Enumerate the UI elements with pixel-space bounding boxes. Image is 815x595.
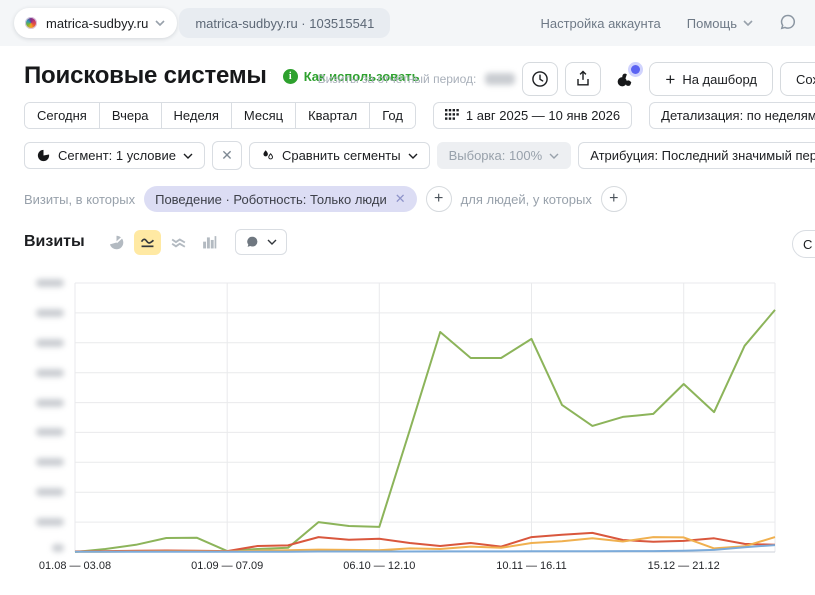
visits-period-value-redacted (485, 73, 516, 85)
chevron-down-icon (267, 239, 277, 245)
chevron-down-icon (408, 153, 418, 159)
x-axis-label: 10.11 — 16.11 (496, 560, 567, 572)
detalization-label: Детализация: по неделям (661, 108, 815, 123)
chart-section-header: Визиты (24, 229, 287, 255)
chevron-down-icon (183, 153, 193, 159)
y-axis-label-redacted (36, 518, 64, 527)
segment-dropdown[interactable]: Сегмент: 1 условие (24, 142, 205, 169)
period-preset-1[interactable]: Вчера (98, 103, 161, 128)
counter-favicon-icon (23, 15, 39, 31)
x-axis-label: 01.09 — 07.09 (191, 560, 264, 572)
history-button[interactable] (522, 62, 559, 96)
chevron-down-icon (743, 20, 753, 26)
period-toolbar: Сегодня Вчера Неделя Месяц Квартал Год 1 авг … (24, 102, 815, 129)
chevron-down-icon (155, 20, 165, 26)
y-axis-label-redacted (36, 428, 64, 437)
filter-chips-row: Визиты, в которых Поведение · Роботность… (24, 186, 627, 212)
y-axis-zero-label-redacted (52, 544, 64, 552)
comments-dropdown[interactable] (234, 229, 287, 255)
x-axis-label: 06.10 — 12.10 (343, 560, 416, 572)
visits-line-chart[interactable] (74, 282, 776, 553)
x-axis-label: 15.12 — 21.12 (647, 560, 720, 572)
date-range-button[interactable]: 1 авг 2025 — 10 янв 2026 (432, 102, 633, 129)
chart-canvas (74, 282, 776, 553)
metrica-apps-button[interactable] (608, 62, 642, 96)
how-to-use-link[interactable]: i Как использовать (282, 68, 420, 84)
y-axis-label-redacted (36, 458, 64, 467)
period-preset-4[interactable]: Квартал (295, 103, 370, 128)
add-people-condition-button[interactable]: + (600, 186, 627, 212)
area-chart-type-icon[interactable] (165, 230, 192, 255)
robotness-filter-chip[interactable]: Поведение · Роботность: Только люди ✕ (144, 186, 417, 212)
segment-toolbar: Сегмент: 1 условие ✕ Сравнить сегменты В… (24, 141, 815, 170)
chip-label: Поведение · Роботность: Только люди (155, 191, 387, 207)
y-axis-label-redacted (36, 279, 64, 287)
info-icon: i (282, 68, 298, 84)
save-button[interactable]: Сохр (780, 62, 815, 96)
help-menu[interactable]: Помощь (687, 16, 753, 31)
segment-label: Сегмент: 1 условие (58, 148, 176, 163)
period-preset-5[interactable]: Год (369, 103, 415, 128)
save-label: Сохр (796, 71, 815, 87)
compare-segments-dropdown[interactable]: Сравнить сегменты (248, 142, 430, 169)
add-to-dashboard-label: На дашборд (682, 71, 757, 87)
series-green (74, 309, 776, 553)
y-axis-label-redacted (36, 368, 64, 377)
chart-side-button[interactable]: С (792, 230, 815, 258)
calendar-grid-icon (444, 109, 459, 120)
title-row: Поисковые системы i Как использовать (24, 62, 420, 90)
series-blue (75, 544, 776, 553)
visits-period-label: Визиты за отчётный период: (317, 72, 477, 86)
account-settings-link[interactable]: Настройка аккаунта (540, 15, 661, 31)
chart-title: Визиты (24, 233, 85, 250)
topbar-right: Настройка аккаунта Помощь (540, 0, 797, 46)
counter-tab-label: matrica-sudbyy.ru · 103515541 (195, 15, 375, 31)
top-bar: matrica-sudbyy.ru matrica-sudbyy.ru · 10… (0, 0, 815, 46)
chart-side-button-label: С (803, 236, 813, 252)
how-to-use-label: Как использовать (303, 68, 420, 84)
period-preset-0[interactable]: Сегодня (25, 103, 99, 128)
for-people-label: для людей, у которых (460, 191, 592, 207)
date-range-label: 1 авг 2025 — 10 янв 2026 (465, 108, 621, 123)
segment-pie-icon (37, 148, 51, 162)
counter-tab[interactable]: matrica-sudbyy.ru · 103515541 (179, 8, 391, 38)
attribution-dropdown[interactable]: Атрибуция: Последний значимый переход (578, 142, 815, 169)
chevron-down-icon (549, 153, 559, 159)
counter-selector[interactable]: matrica-sudbyy.ru (14, 8, 178, 38)
report-actions: Визиты за отчётный период: + На дашборд … (318, 62, 815, 96)
detalization-dropdown[interactable]: Детализация: по неделям (649, 102, 815, 129)
pie-chart-type-icon[interactable] (103, 230, 130, 255)
period-presets: Сегодня Вчера Неделя Месяц Квартал Год (24, 102, 416, 129)
add-to-dashboard-button[interactable]: + На дашборд (649, 62, 773, 96)
chat-icon[interactable] (779, 13, 797, 34)
x-axis-label: 01.08 — 03.08 (38, 560, 112, 572)
clear-segment-button[interactable]: ✕ (211, 141, 242, 170)
notification-badge (631, 65, 641, 74)
visits-in-which-label: Визиты, в которых (24, 191, 136, 207)
y-axis-label-redacted (36, 398, 64, 407)
sampling-label: Выборка: 100% (448, 148, 543, 163)
x-axis-labels: 01.08 — 03.08 01.09 — 07.09 06.10 — 12.10 1… (39, 560, 775, 574)
counter-name: matrica-sudbyy.ru (46, 15, 149, 31)
period-preset-2[interactable]: Неделя (160, 103, 231, 128)
period-preset-3[interactable]: Месяц (230, 103, 296, 128)
y-axis-label-redacted (36, 488, 64, 497)
y-axis-label-redacted (36, 308, 64, 317)
page-title: Поисковые системы (24, 62, 267, 89)
plus-icon: + (665, 69, 676, 89)
y-axis-labels-redacted (28, 279, 72, 552)
compare-segments-label: Сравнить сегменты (281, 148, 401, 163)
compare-drops-icon (263, 150, 273, 160)
chip-close-icon[interactable]: ✕ (394, 191, 406, 206)
export-button[interactable] (565, 62, 602, 96)
comment-icon (246, 236, 258, 247)
bar-chart-type-icon[interactable] (196, 230, 223, 255)
sampling-dropdown[interactable]: Выборка: 100% (436, 142, 572, 169)
add-visit-condition-button[interactable]: + (425, 186, 452, 212)
y-axis-label-redacted (36, 338, 64, 347)
line-chart-type-icon[interactable] (133, 229, 161, 255)
attribution-label: Атрибуция: Последний значимый переход (590, 148, 815, 163)
help-label: Помощь (686, 15, 737, 31)
